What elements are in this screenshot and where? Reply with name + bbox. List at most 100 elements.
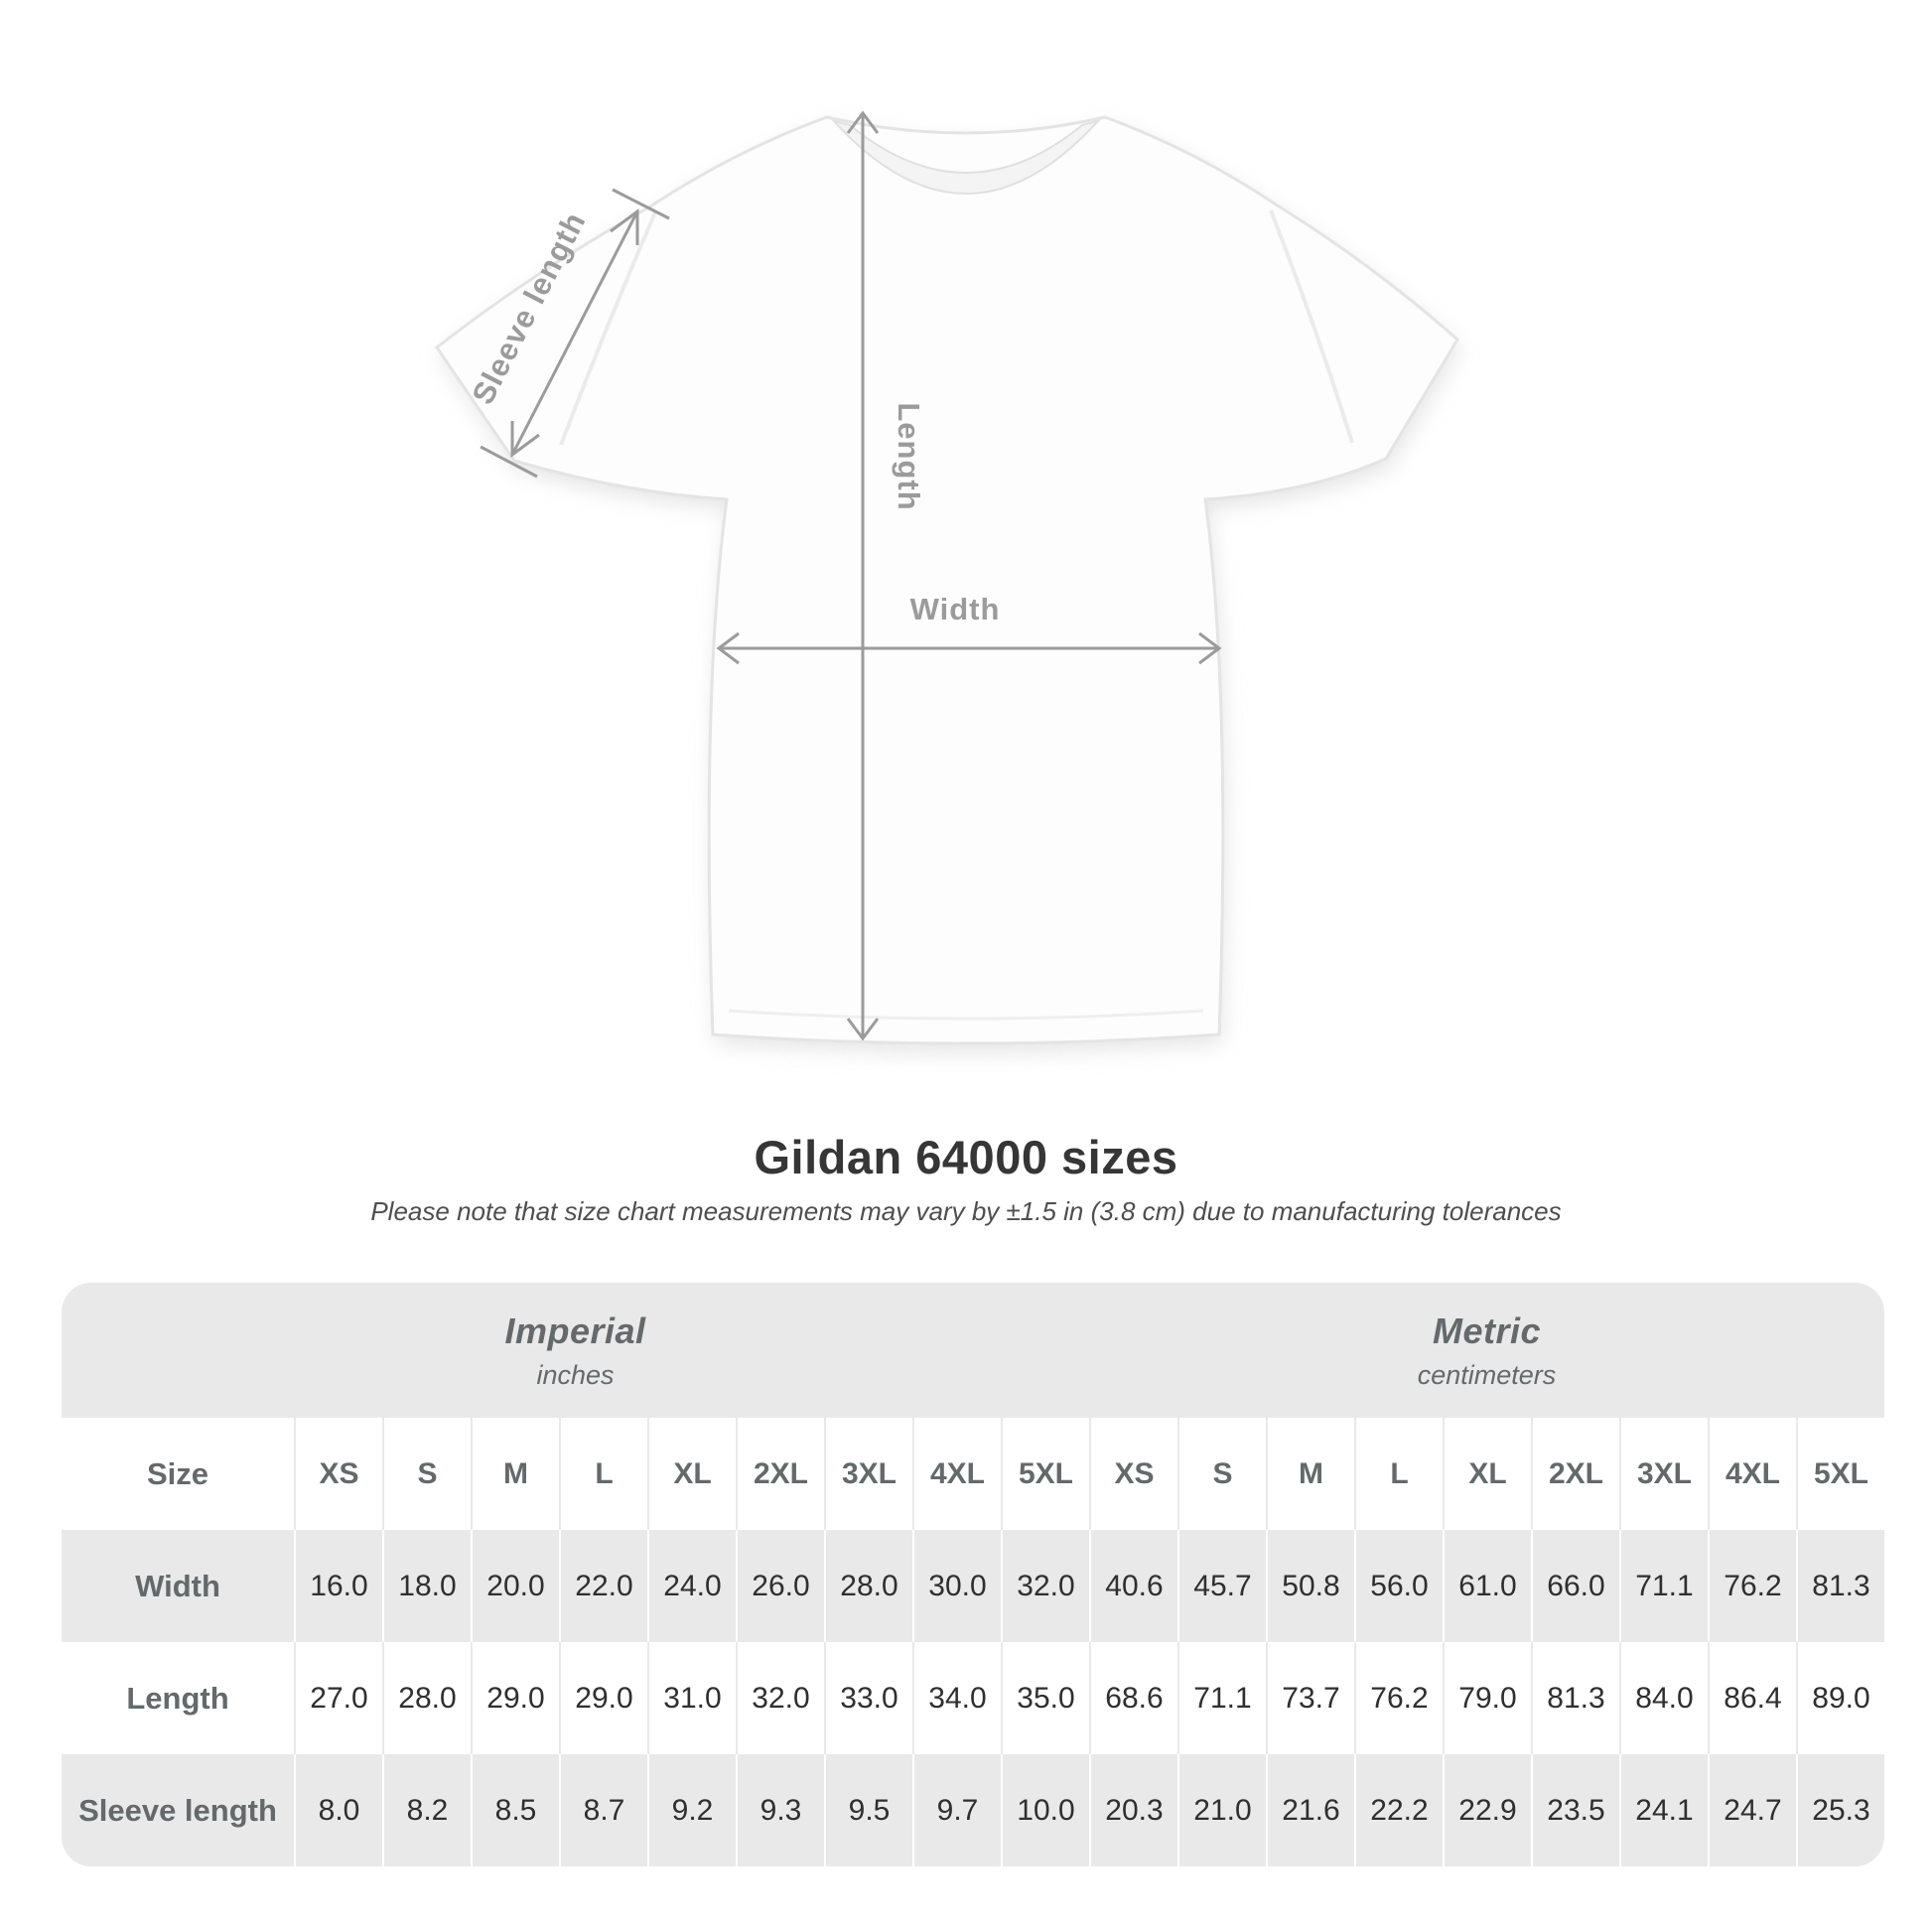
value-cell-imperial: 9.2 (647, 1754, 736, 1866)
size-header-imperial-xs: XS (294, 1418, 382, 1530)
size-header-imperial-m: M (471, 1418, 559, 1530)
row-label: Sleeve length (78, 1792, 277, 1828)
width-arrow (716, 631, 1222, 665)
value-cell-imperial: 31.0 (647, 1642, 736, 1754)
value-cell-metric: 76.2 (1708, 1530, 1796, 1642)
value-cell-metric: 79.0 (1443, 1642, 1531, 1754)
value-cell-metric: 84.0 (1619, 1642, 1708, 1754)
size-header-metric-xl: XL (1443, 1418, 1531, 1530)
value-cell-metric: 86.4 (1708, 1642, 1796, 1754)
size-header-imperial-5xl: 5XL (1001, 1418, 1089, 1530)
value-cell-imperial: 16.0 (294, 1530, 382, 1642)
value-cell-metric: 68.6 (1089, 1642, 1177, 1754)
value-cell-imperial: 30.0 (912, 1530, 1001, 1642)
width-label: Width (910, 592, 1001, 626)
size-header-imperial-xl: XL (647, 1418, 736, 1530)
value-cell-metric: 71.1 (1619, 1530, 1708, 1642)
value-cell-metric: 25.3 (1796, 1754, 1884, 1866)
size-header-metric-xs: XS (1089, 1418, 1177, 1530)
size-header-metric-s: S (1177, 1418, 1266, 1530)
imperial-unit: inches (536, 1359, 615, 1390)
value-cell-imperial: 27.0 (294, 1642, 382, 1754)
row-label: Width (135, 1568, 220, 1603)
value-cell-metric: 22.9 (1443, 1754, 1531, 1866)
size-header-metric-3xl: 3XL (1619, 1418, 1708, 1530)
value-cell-imperial: 8.7 (559, 1754, 647, 1866)
value-cell-imperial: 26.0 (736, 1530, 824, 1642)
size-column-title: Size (146, 1455, 209, 1491)
value-cell-imperial: 9.3 (736, 1754, 824, 1866)
tolerance-note: Please note that size chart measurements… (370, 1196, 1562, 1226)
value-cell-imperial: 22.0 (559, 1530, 647, 1642)
metric-unit: centimeters (1417, 1359, 1557, 1390)
value-cell-imperial: 34.0 (912, 1642, 1001, 1754)
value-cell-metric: 56.0 (1354, 1530, 1443, 1642)
size-header-metric-5xl: 5XL (1796, 1418, 1884, 1530)
value-cell-metric: 21.0 (1177, 1754, 1266, 1866)
value-cell-metric: 66.0 (1531, 1530, 1619, 1642)
value-cell-imperial: 20.0 (471, 1530, 559, 1642)
value-cell-metric: 71.1 (1177, 1642, 1266, 1754)
value-cell-metric: 22.2 (1354, 1754, 1443, 1866)
value-cell-metric: 89.0 (1796, 1642, 1884, 1754)
tshirt-measurement-diagram: Sleeve length Length Width (434, 110, 1460, 1052)
value-cell-imperial: 8.2 (382, 1754, 471, 1866)
length-label: Length (892, 402, 926, 510)
value-cell-imperial: 9.5 (824, 1754, 912, 1866)
size-header-imperial-l: L (559, 1418, 647, 1530)
value-cell-metric: 21.6 (1266, 1754, 1354, 1866)
size-header-imperial-3xl: 3XL (824, 1418, 912, 1530)
size-header-metric-m: M (1266, 1418, 1354, 1530)
row-label: Length (126, 1680, 229, 1716)
size-header-metric-2xl: 2XL (1531, 1418, 1619, 1530)
value-cell-metric: 24.7 (1708, 1754, 1796, 1866)
size-header-imperial-4xl: 4XL (912, 1418, 1001, 1530)
value-cell-metric: 40.6 (1089, 1530, 1177, 1642)
sleeve-length-arrow (480, 188, 670, 479)
metric-header: Metric centimeters (1089, 1283, 1884, 1418)
imperial-title: Imperial (504, 1310, 646, 1351)
value-cell-imperial: 9.7 (912, 1754, 1001, 1866)
size-header-metric-l: L (1354, 1418, 1443, 1530)
value-cell-imperial: 35.0 (1001, 1642, 1089, 1754)
size-header-imperial-2xl: 2XL (736, 1418, 824, 1530)
value-cell-imperial: 33.0 (824, 1642, 912, 1754)
unit-group-band: Imperial inches Metric centimeters (62, 1283, 1884, 1418)
size-header-imperial-s: S (382, 1418, 471, 1530)
value-cell-imperial: 29.0 (471, 1642, 559, 1754)
tshirt-outline (434, 115, 1459, 1045)
data-row-2: Sleeve length 8.0 8.2 8.5 8.7 9.2 9.3 9.5 9.7 10.… (62, 1754, 1884, 1866)
value-cell-imperial: 8.0 (294, 1754, 382, 1866)
value-cell-metric: 23.5 (1531, 1754, 1619, 1866)
length-arrow (846, 110, 880, 1041)
value-cell-imperial: 32.0 (736, 1642, 824, 1754)
value-cell-metric: 61.0 (1443, 1530, 1531, 1642)
value-cell-imperial: 24.0 (647, 1530, 736, 1642)
value-cell-imperial: 29.0 (559, 1642, 647, 1754)
value-cell-imperial: 10.0 (1001, 1754, 1089, 1866)
value-cell-imperial: 32.0 (1001, 1530, 1089, 1642)
value-cell-metric: 73.7 (1266, 1642, 1354, 1754)
size-table: Imperial inches Metric centimeters Size X… (62, 1283, 1884, 1866)
value-cell-imperial: 8.5 (471, 1754, 559, 1866)
value-cell-metric: 50.8 (1266, 1530, 1354, 1642)
value-cell-imperial: 28.0 (824, 1530, 912, 1642)
value-cell-metric: 20.3 (1089, 1754, 1177, 1866)
collar-band (831, 119, 1101, 195)
value-cell-imperial: 28.0 (382, 1642, 471, 1754)
imperial-header: Imperial inches (62, 1283, 1089, 1418)
value-cell-imperial: 18.0 (382, 1530, 471, 1642)
value-cell-metric: 24.1 (1619, 1754, 1708, 1866)
page-title: Gildan 64000 sizes (754, 1131, 1178, 1183)
value-cell-metric: 76.2 (1354, 1642, 1443, 1754)
seam-lines (559, 209, 1354, 1021)
data-row-1: Length 27.0 28.0 29.0 29.0 31.0 32.0 33.0 34.0 35… (62, 1642, 1884, 1754)
value-cell-metric: 81.3 (1531, 1642, 1619, 1754)
size-header-metric-4xl: 4XL (1708, 1418, 1796, 1530)
value-cell-metric: 81.3 (1796, 1530, 1884, 1642)
data-row-0: Width 16.0 18.0 20.0 22.0 24.0 26.0 28.0 30.0 32.… (62, 1530, 1884, 1642)
metric-title: Metric (1432, 1310, 1542, 1351)
value-cell-metric: 45.7 (1177, 1530, 1266, 1642)
size-header-row: Size XS S M L XL 2XL 3XL 4XL 5XL XS S M L XL 2XL 3XL 4XL 5… (62, 1418, 1884, 1530)
